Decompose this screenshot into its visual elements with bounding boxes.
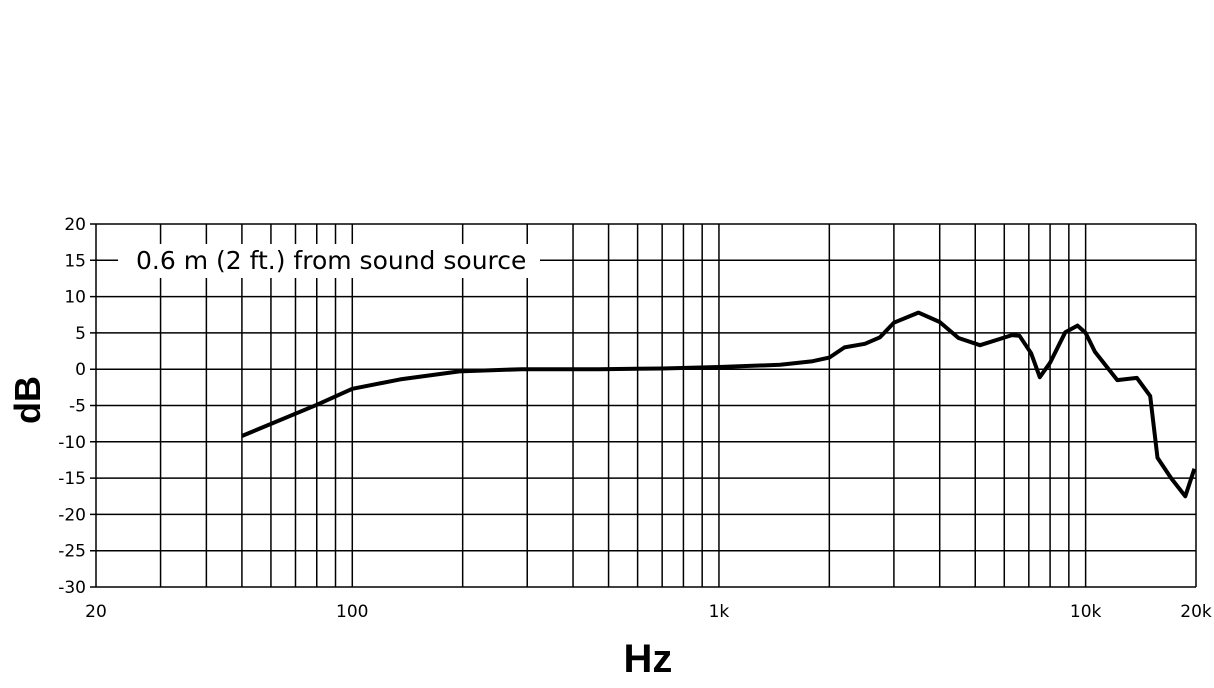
- x-tick-label: 1k: [709, 602, 730, 622]
- y-tick-label: -25: [58, 542, 86, 562]
- y-tick-label: -30: [58, 578, 86, 598]
- y-tick-label: 10: [64, 288, 86, 308]
- y-tick-label: -10: [58, 433, 86, 453]
- x-tick-label: 10k: [1070, 602, 1102, 622]
- x-tick-label: 20k: [1180, 602, 1212, 622]
- y-tick-label: 15: [64, 251, 86, 271]
- x-tick-label: 20: [85, 602, 107, 622]
- y-axis-label: dB: [7, 376, 48, 424]
- y-tick-label: -20: [58, 505, 86, 525]
- y-tick-label: -5: [69, 397, 86, 417]
- y-tick-label: 0: [75, 360, 86, 380]
- annotation-box: 0.6 m (2 ft.) from sound source: [118, 244, 540, 278]
- y-tick-label: -15: [58, 469, 86, 489]
- y-tick-label: 20: [64, 215, 86, 235]
- x-tick-labels: 20 100 1k 10k 20k: [85, 602, 1212, 622]
- response-curve: [241, 310, 1197, 499]
- y-tick-label: 5: [75, 324, 86, 344]
- x-tick-label: 100: [336, 602, 368, 622]
- annotation-text: 0.6 m (2 ft.) from sound source: [136, 246, 526, 275]
- x-axis-label: Hz: [624, 637, 673, 681]
- grid: [90, 223, 1197, 588]
- y-tick-labels: 20 15 10 5 0 -5 -10 -15 -20 -25 -30: [58, 215, 86, 598]
